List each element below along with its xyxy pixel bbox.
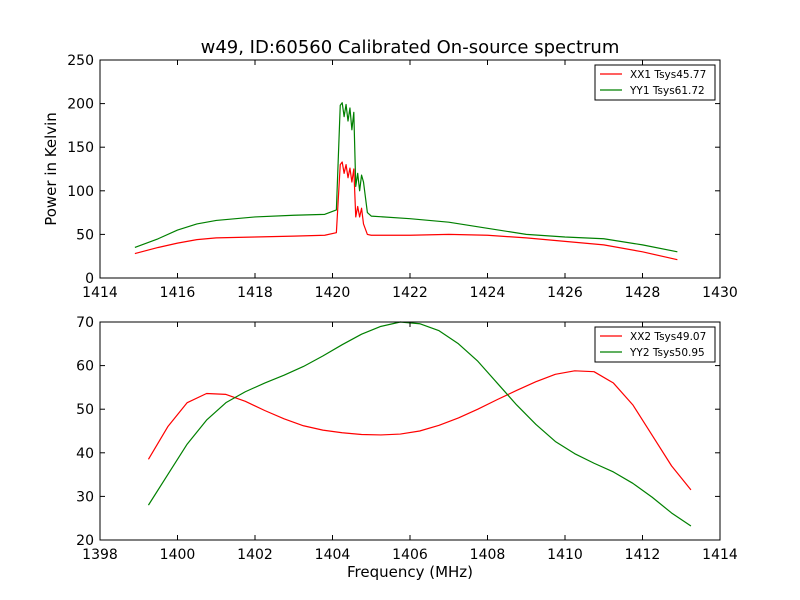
bottom-axis-ticks: 1398 1400 1402 1404 1406 1408 1410 1412 1414 20 30… (76, 315, 738, 563)
bottom-panel: Frequency (MHz) 1398 1400 1402 1404 1406 1408… (76, 315, 738, 581)
top-xtick-label: 1414 (82, 285, 118, 301)
bottom-xtick-label: 1414 (702, 547, 738, 563)
bottom-ytick-label: 30 (76, 489, 94, 505)
top-ytick-label: 200 (67, 97, 94, 113)
top-legend-label-xx1: XX1 Tsys45.77 (630, 69, 706, 81)
bottom-xtick-label: 1400 (160, 547, 196, 563)
top-ytick-label: 100 (67, 184, 94, 200)
top-xtick-label: 1418 (237, 285, 273, 301)
bottom-legend-label-yy2: YY2 Tsys50.95 (629, 347, 705, 359)
top-panel: w49, ID:60560 Calibrated On-source spect… (42, 37, 738, 301)
top-ytick-label: 0 (85, 271, 94, 287)
bottom-ytick-label: 60 (76, 359, 94, 375)
bottom-ytick-label: 20 (76, 533, 94, 549)
bottom-xtick-label: 1402 (237, 547, 273, 563)
bottom-xtick-label: 1404 (315, 547, 351, 563)
top-xtick-label: 1430 (702, 285, 738, 301)
top-legend-label-yy1: YY1 Tsys61.72 (629, 85, 705, 97)
top-plot-lines (134, 102, 678, 261)
top-xtick-label: 1428 (625, 285, 661, 301)
top-series-line-1 (134, 161, 678, 261)
bottom-legend: XX2 Tsys49.07 YY2 Tsys50.95 (594, 326, 716, 363)
top-series-line-2 (134, 102, 678, 253)
bottom-xtick-label: 1408 (470, 547, 506, 563)
top-ytick-label: 250 (67, 53, 94, 69)
bottom-ytick-label: 40 (76, 446, 94, 462)
top-xtick-label: 1426 (547, 285, 583, 301)
bottom-ytick-label: 50 (76, 402, 94, 418)
bottom-ytick-label: 70 (76, 315, 94, 331)
bottom-legend-box (594, 326, 716, 363)
bottom-xlabel: Frequency (MHz) (347, 563, 473, 581)
bottom-series-line-1 (147, 370, 692, 491)
bottom-xtick-label: 1412 (625, 547, 661, 563)
top-xtick-label: 1420 (315, 285, 351, 301)
top-xtick-label: 1416 (160, 285, 196, 301)
top-legend: XX1 Tsys45.77 YY1 Tsys61.72 (594, 64, 716, 101)
top-ytick-label: 50 (76, 227, 94, 243)
top-ytick-label: 150 (67, 140, 94, 156)
top-chart-title: w49, ID:60560 Calibrated On-source spect… (201, 37, 620, 58)
top-ylabel: Power in Kelvin (42, 112, 60, 226)
top-xtick-label: 1424 (470, 285, 506, 301)
bottom-xtick-label: 1398 (82, 547, 118, 563)
top-axis-ticks: 1414 1416 1418 1420 1422 1424 1426 1428 1430 0 50 1… (67, 53, 738, 301)
bottom-xtick-label: 1406 (392, 547, 428, 563)
bottom-plot-lines (147, 321, 692, 527)
top-legend-box (594, 64, 716, 101)
bottom-legend-label-xx2: XX2 Tsys49.07 (630, 331, 706, 343)
bottom-series-line-2 (147, 321, 692, 527)
top-xtick-label: 1422 (392, 285, 428, 301)
bottom-xtick-label: 1410 (547, 547, 583, 563)
